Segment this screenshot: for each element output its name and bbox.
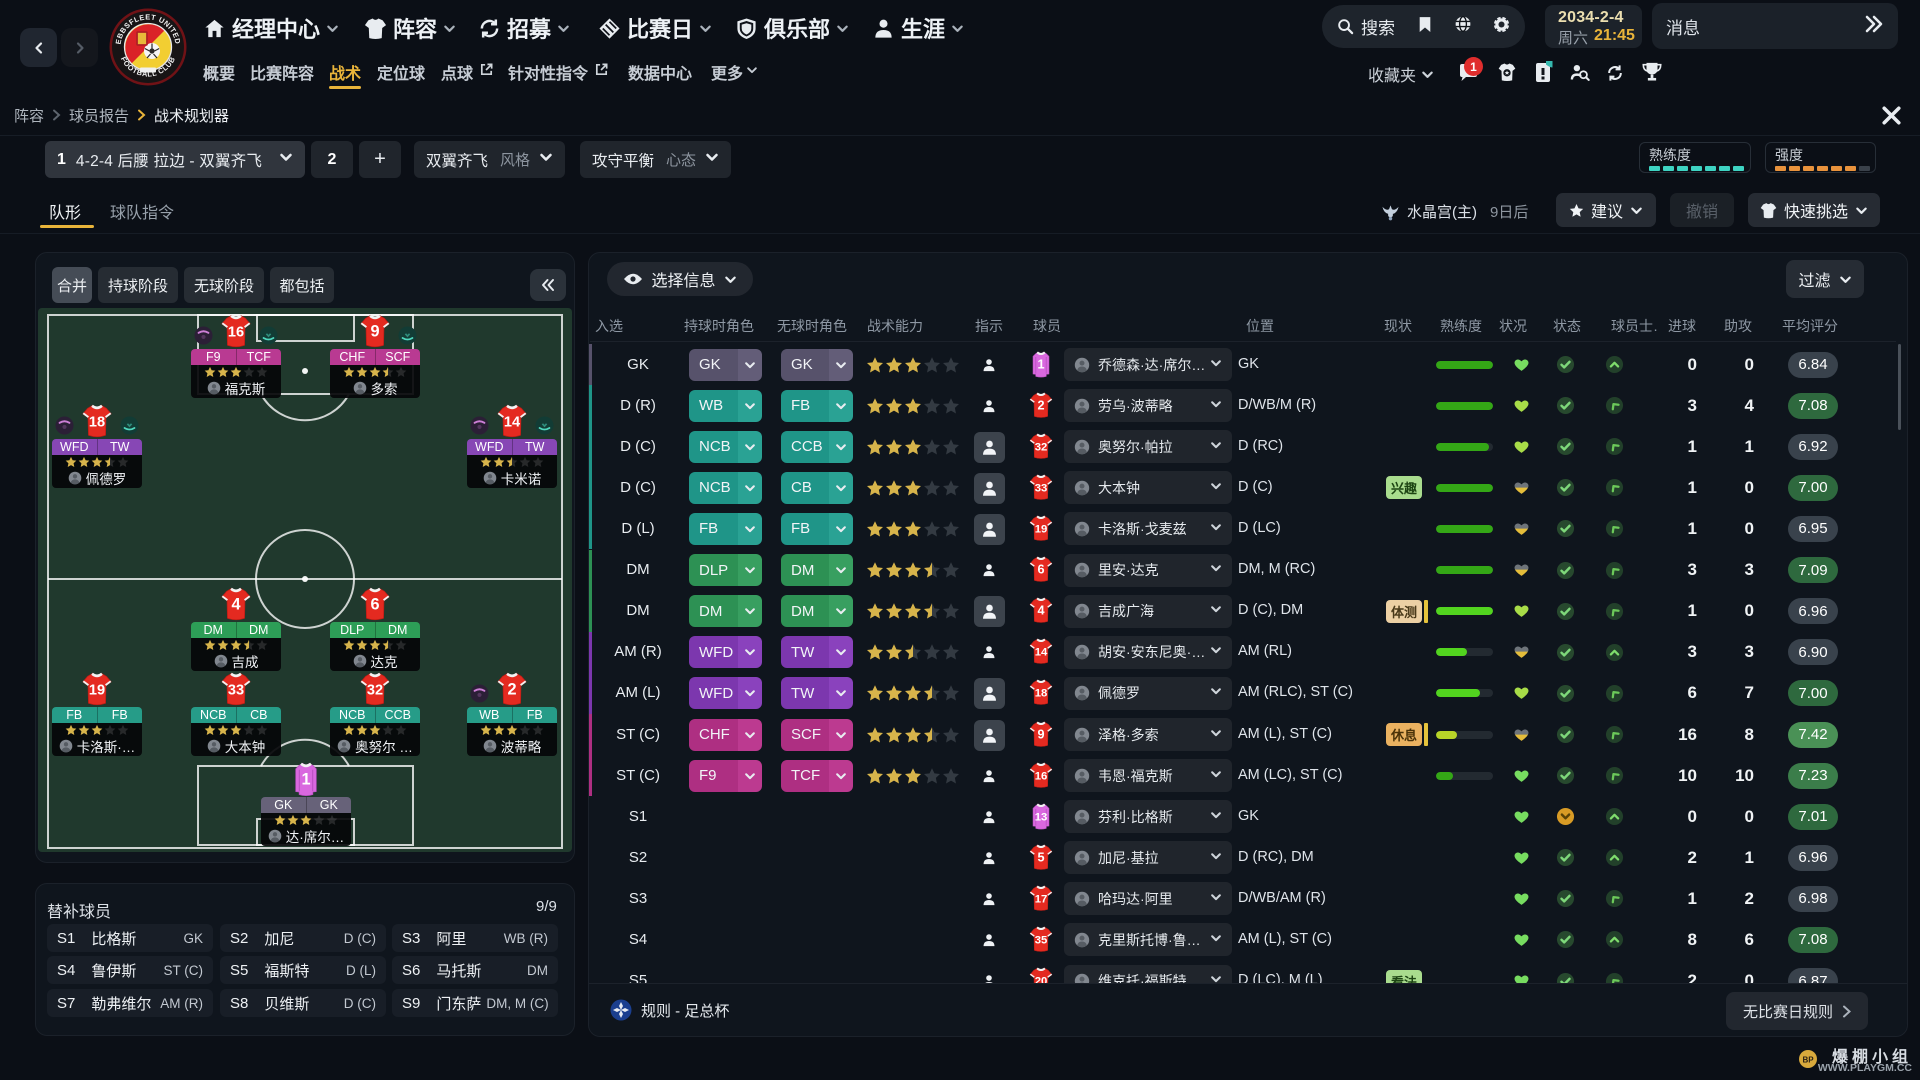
svg-text:14: 14 xyxy=(1035,647,1048,659)
svg-text:16: 16 xyxy=(1035,770,1048,782)
svg-text:33: 33 xyxy=(1035,483,1048,495)
svg-text:33: 33 xyxy=(228,683,244,699)
svg-text:2: 2 xyxy=(1037,398,1044,412)
svg-text:16: 16 xyxy=(228,325,244,341)
svg-text:19: 19 xyxy=(1035,524,1048,536)
svg-text:18: 18 xyxy=(89,415,105,431)
svg-text:19: 19 xyxy=(89,683,105,699)
svg-text:9: 9 xyxy=(1037,727,1044,741)
svg-text:20: 20 xyxy=(1035,976,1048,983)
svg-text:32: 32 xyxy=(367,683,383,699)
svg-text:35: 35 xyxy=(1035,935,1048,947)
svg-text:1: 1 xyxy=(1037,357,1044,371)
svg-text:14: 14 xyxy=(504,415,521,431)
svg-text:1: 1 xyxy=(301,771,310,789)
svg-text:2: 2 xyxy=(507,681,516,699)
svg-text:18: 18 xyxy=(1035,688,1048,700)
svg-text:5: 5 xyxy=(1037,850,1044,864)
svg-text:4: 4 xyxy=(231,596,240,614)
svg-text:13: 13 xyxy=(1035,811,1048,823)
svg-text:6: 6 xyxy=(370,596,379,614)
svg-text:4: 4 xyxy=(1037,604,1044,618)
svg-text:6: 6 xyxy=(1037,563,1044,577)
svg-text:17: 17 xyxy=(1035,894,1048,906)
svg-text:9: 9 xyxy=(370,323,379,341)
svg-text:BP: BP xyxy=(1802,1056,1814,1065)
svg-text:32: 32 xyxy=(1035,441,1048,453)
